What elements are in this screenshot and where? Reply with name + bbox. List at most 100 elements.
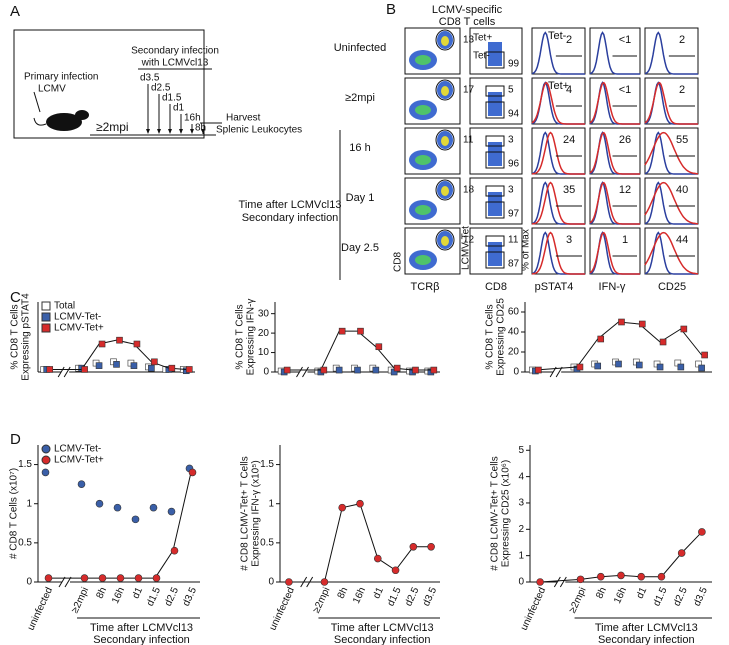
data-point [95, 499, 104, 508]
flow-title: CD8 T cells [439, 16, 496, 28]
x-axis-label: Secondary infection [598, 634, 695, 645]
axis-break [64, 576, 72, 588]
data-point [44, 574, 53, 582]
data-point [167, 507, 176, 516]
y-tick-label: 10 [258, 347, 270, 358]
legend-marker [41, 444, 51, 454]
data-point [46, 366, 54, 373]
histogram-curve [531, 181, 585, 225]
y-tick-label: 1.5 [18, 459, 32, 470]
y-tick-label: 30 [258, 308, 270, 319]
histogram-curve [644, 31, 698, 75]
y-axis-label: Expressing pSTAT4 [21, 293, 32, 381]
panel-label: A [10, 3, 20, 20]
y-axis-label: # CD8 LCMV-Tet+ T Cells [240, 456, 251, 570]
schematic-text: ≥2mpi [96, 120, 129, 134]
x-tick-label: 8h [594, 586, 609, 601]
data-point [113, 361, 120, 368]
y-axis-label: % CD8 T Cells [10, 304, 21, 369]
data-point [116, 336, 123, 344]
axis-break [553, 576, 561, 588]
x-tick-label: uninfected [26, 586, 55, 632]
row-group-label: Secondary infection [242, 212, 339, 224]
hist-value: <1 [619, 84, 632, 96]
hist-value: 26 [619, 134, 631, 146]
gate [435, 79, 455, 101]
legend-label: LCMV-Tet+ [54, 323, 104, 334]
gate [435, 229, 455, 251]
data-point [637, 572, 646, 581]
x-tick-label: d3.5 [692, 585, 710, 608]
y-tick-label: 4 [518, 471, 524, 482]
histogram-curve [644, 181, 699, 225]
arrowhead [201, 129, 205, 134]
row-label: 16 h [349, 142, 370, 154]
y-tick-label: 5 [518, 445, 524, 456]
y-tick-label: 20 [508, 347, 520, 358]
x-tick-label: uninfected [519, 586, 548, 632]
dot-cloud [441, 86, 449, 96]
histogram-curve [589, 81, 640, 125]
gate-value: 13 [463, 35, 475, 46]
histogram-curve [589, 31, 640, 75]
x-tick-label: d1.5 [145, 585, 163, 608]
axis-break [63, 366, 71, 378]
row-group-label: Time after LCMVcl13 [239, 199, 342, 211]
data-point [638, 320, 646, 328]
data-point [354, 366, 361, 374]
hist-value: <1 [619, 34, 632, 46]
schematic-text: Splenic Leukocytes [216, 125, 302, 136]
y-axis-label: Expressing IFN-γ (x10⁵) [251, 460, 262, 566]
dot-cloud [441, 236, 449, 246]
arrowhead [190, 129, 194, 134]
data-point [701, 351, 708, 359]
data-point [677, 363, 685, 371]
dot-cloud [415, 105, 431, 115]
mouse-icon [46, 113, 82, 131]
data-point [596, 572, 605, 581]
y-tick-label: 0 [513, 367, 519, 378]
hist-value: 44 [676, 234, 688, 246]
x-tick-label: d1 [635, 585, 650, 600]
y-tick-label: 0 [26, 577, 32, 588]
x-tick-label: d2.5 [403, 585, 421, 608]
x-tick-label: d1.5 [651, 585, 669, 608]
axis-label: CD25 [658, 281, 686, 293]
data-point [320, 366, 328, 374]
series-line [46, 339, 187, 370]
tet-gate [485, 201, 505, 219]
y-tick-label: 40 [508, 327, 520, 338]
y-axis-label: % CD8 T Cells [235, 304, 246, 369]
hist-legend: Tet+ [548, 80, 569, 92]
data-point [576, 363, 584, 371]
data-point [430, 366, 438, 374]
histogram-curve [589, 231, 640, 275]
data-point [168, 364, 176, 372]
flow-title: LCMV-specific [432, 4, 503, 16]
histogram-curve [644, 181, 698, 225]
axis-label: % of Max [521, 229, 532, 271]
histogram-curve [589, 181, 640, 225]
timepoint-label: d1.5 [162, 93, 182, 104]
tet-gate [485, 135, 505, 147]
tet-label: Tet+ [473, 33, 492, 44]
tet-value: 99 [508, 59, 520, 70]
dot-cloud [441, 136, 449, 146]
schematic-text: with LCMVcl13 [141, 58, 209, 69]
y-tick-label: 0 [263, 367, 269, 378]
data-point [617, 571, 625, 580]
y-tick-label: 0.5 [260, 537, 274, 548]
x-tick-label: ≥2mpi [567, 586, 588, 615]
axis-break [58, 576, 66, 588]
data-point [536, 578, 544, 586]
data-point [356, 499, 364, 508]
gate-value: 18 [463, 185, 475, 196]
timepoint-label: d1 [173, 103, 185, 114]
y-tick-label: 1 [268, 498, 274, 509]
y-tick-label: 20 [258, 328, 270, 339]
histogram-curve [589, 131, 640, 175]
hist-value: 24 [563, 134, 575, 146]
data-point [113, 503, 122, 512]
data-point [98, 340, 106, 348]
data-point [116, 574, 125, 582]
